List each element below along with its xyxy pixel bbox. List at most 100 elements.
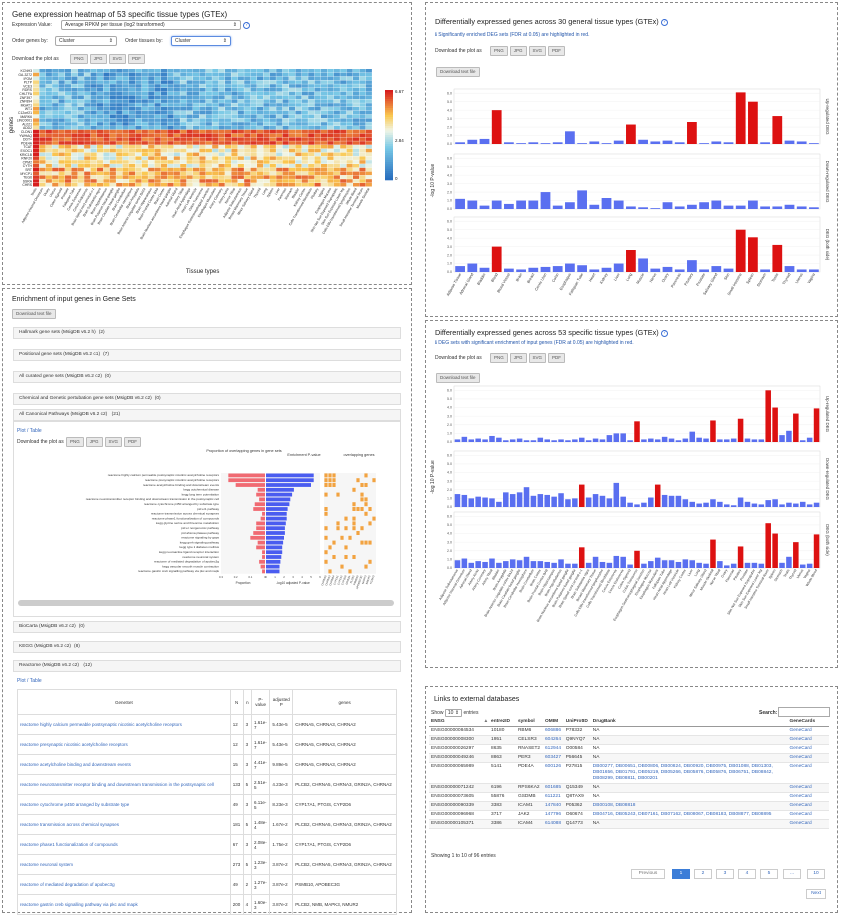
download-jpg-button[interactable]: JPG <box>509 353 527 363</box>
download-jpg-button[interactable]: JPG <box>85 437 103 447</box>
table-cell-name[interactable]: reactome presynaptic nicotinic acetylcho… <box>17 734 231 755</box>
page-button[interactable]: 5 <box>760 869 778 879</box>
help-icon[interactable]: ? <box>660 329 668 337</box>
table-cell-omim[interactable]: 606886 <box>543 726 564 736</box>
column-header[interactable]: GeneSet <box>17 689 231 715</box>
table-cell-omim[interactable]: 612944 <box>543 744 564 754</box>
download-pdf-button[interactable]: PDF <box>128 54 146 64</box>
table-cell-omim[interactable]: 603427 <box>543 753 564 763</box>
accordion-open-canonical[interactable]: All Canonical Pathways (MsigDB v6.2 c2) … <box>13 409 401 421</box>
accordion-item[interactable]: BioCarta (MsigDB v6.2 c2) (0) <box>13 621 401 633</box>
table-cell-drug[interactable]: DB00108, DB08818 <box>590 801 788 811</box>
order-genes-select[interactable]: Cluster ⇕ <box>55 36 117 46</box>
table-cell-gc[interactable]: GeneCard <box>787 735 829 745</box>
page-button[interactable]: 4 <box>738 869 756 879</box>
table-cell-genes: CYP17A1, PTGIS, CYP2D6 <box>292 794 397 815</box>
page-button[interactable]: ... <box>783 869 801 879</box>
download-png-button[interactable]: PNG <box>490 46 508 56</box>
accordion-item[interactable]: Positional gene sets (MsigDB v6.2 c1) (7) <box>13 349 401 361</box>
table-cell-name[interactable]: reactome highly calcium permeable postsy… <box>17 714 231 735</box>
horizontal-scrollbar[interactable] <box>18 600 394 606</box>
page-button[interactable]: 2 <box>694 869 712 879</box>
next-page-button[interactable]: Next <box>806 889 826 899</box>
table-cell-omim[interactable]: 614088 <box>543 819 564 829</box>
accordion-item[interactable]: KEGG (MsigDB v6.2 c2) (8) <box>13 641 401 653</box>
column-header[interactable]: n <box>242 689 252 715</box>
accordion-item[interactable]: Hallmark gene sets (MsigDB v6.2 h) (2) <box>13 327 401 339</box>
heatmap-cell <box>180 137 187 141</box>
accordion-item[interactable]: All curated gene sets (MsigDB v6.2 c2) (0… <box>13 371 401 383</box>
heatmap-cell <box>135 88 142 92</box>
column-header[interactable]: N <box>229 689 244 715</box>
table-cell-name[interactable]: reactome acetylcholine binding and downs… <box>17 754 231 775</box>
table-cell-name[interactable]: reactome of mediated degradation of apob… <box>17 874 231 895</box>
deg53-download-text-button[interactable]: Download text file <box>436 373 480 383</box>
column-header[interactable]: symbol <box>515 717 544 727</box>
download-svg-button[interactable]: SVG <box>528 46 547 56</box>
table-cell-omim[interactable]: 147796 <box>543 810 564 820</box>
deg30-download-text-button[interactable]: Download text file <box>436 67 480 77</box>
table-cell-gc[interactable]: GeneCard <box>787 783 829 793</box>
download-text-file-button[interactable]: Download text file <box>12 309 56 319</box>
heatmap-cell <box>353 88 360 92</box>
plot-table-toggle[interactable]: Plot / Table <box>17 428 42 434</box>
download-svg-button[interactable]: SVG <box>104 437 123 447</box>
download-png-button[interactable]: PNG <box>490 353 508 363</box>
page-button[interactable]: 3 <box>716 869 734 879</box>
table-cell-name[interactable]: reactome gastrin creb signalling pathway… <box>17 894 231 915</box>
download-svg-button[interactable]: SVG <box>108 54 127 64</box>
table-cell-gc[interactable]: GeneCard <box>787 753 829 763</box>
accordion-item[interactable]: Chemical and Genetic pertubation gene se… <box>13 393 401 405</box>
table-cell-name[interactable]: reactome neuronal system <box>17 854 231 875</box>
column-header[interactable]: ENSG ▴ <box>429 717 490 727</box>
table-cell-name[interactable]: reactome phase1 functionalization of com… <box>17 834 231 855</box>
column-header[interactable]: GeneCards <box>787 717 829 727</box>
download-png-button[interactable]: PNG <box>70 54 88 64</box>
table-cell-gc[interactable]: GeneCard <box>787 792 829 802</box>
download-png-button[interactable]: PNG <box>66 437 84 447</box>
table-cell-omim[interactable]: 604264 <box>543 735 564 745</box>
table-cell-gc[interactable]: GeneCard <box>787 801 829 811</box>
expression-value-select[interactable]: Average RPKM per tissue (log2 transforme… <box>61 20 241 30</box>
table-cell-omim[interactable]: 601685 <box>543 783 564 793</box>
column-header[interactable]: entrezID <box>489 717 516 727</box>
table-cell-name[interactable]: reactome neurotransmitter receptor bindi… <box>17 774 231 795</box>
table-cell-name[interactable]: reactome cytochrome p450 arranged by sub… <box>17 794 231 815</box>
column-header[interactable]: OMIM <box>543 717 564 727</box>
download-pdf-button[interactable]: PDF <box>548 353 566 363</box>
previous-page-button[interactable]: Previous <box>631 869 665 879</box>
column-header[interactable]: DrugBank <box>590 717 788 727</box>
heatmap-cell <box>97 141 104 145</box>
search-input[interactable] <box>778 707 830 717</box>
page-button[interactable]: 1 <box>672 869 690 879</box>
help-icon[interactable]: ? <box>243 22 250 29</box>
table-cell-gc[interactable]: GeneCard <box>787 762 829 784</box>
heatmap-cell <box>308 145 315 149</box>
download-pdf-button[interactable]: PDF <box>548 46 566 56</box>
table-cell-name[interactable]: reactome transmission across chemical sy… <box>17 814 231 835</box>
table-cell-gc[interactable]: GeneCard <box>787 819 829 829</box>
download-jpg-button[interactable]: JPG <box>509 46 527 56</box>
table-cell-drug[interactable]: DB04716, DB05243, DB07161, DB07162, DB08… <box>590 810 788 820</box>
order-tissues-select[interactable]: Cluster ⇕ <box>171 36 231 46</box>
download-jpg-button[interactable]: JPG <box>89 54 107 64</box>
table-cell-gc[interactable]: GeneCard <box>787 726 829 736</box>
accordion-reactome[interactable]: Reactome (MsigDB v6.2 c2) (12) <box>13 660 401 672</box>
column-header[interactable]: UniProtID <box>563 717 591 727</box>
download-pdf-button[interactable]: PDF <box>124 437 142 447</box>
column-header[interactable]: adjusted P <box>269 689 294 715</box>
table-cell-gc[interactable]: GeneCard <box>787 810 829 820</box>
table-cell-gc[interactable]: GeneCard <box>787 744 829 754</box>
table-cell-drug[interactable]: DB00277, DB00651, DB00806, DB00824, DB00… <box>590 762 788 784</box>
column-header[interactable]: genes <box>292 689 397 715</box>
table-cell-omim[interactable]: 600126 <box>543 762 564 784</box>
table-cell-omim[interactable]: 611221 <box>543 792 564 802</box>
download-svg-button[interactable]: SVG <box>528 353 547 363</box>
help-icon[interactable]: ? <box>660 18 668 26</box>
column-header[interactable]: P-value <box>250 689 271 715</box>
page-button[interactable]: 10 <box>807 869 825 879</box>
table-cell-omim[interactable]: 147840 <box>543 801 564 811</box>
entries-select[interactable]: 10 ⇕ <box>444 709 463 717</box>
plot-table-toggle[interactable]: Plot / Table <box>17 678 42 684</box>
heatmap-cell <box>327 72 334 77</box>
